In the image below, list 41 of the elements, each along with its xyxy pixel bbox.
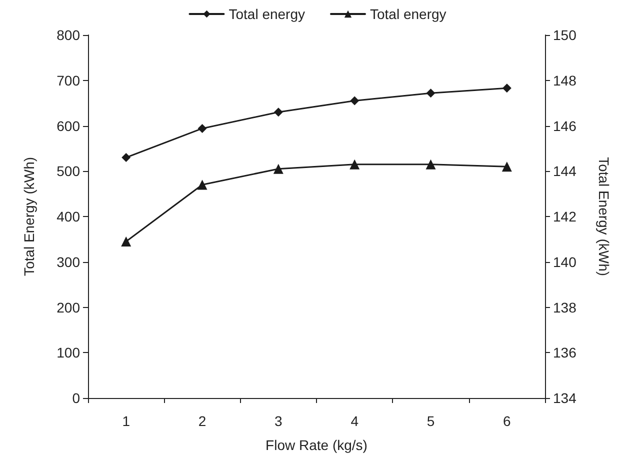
x-tick-label: 4 [350,413,359,429]
y2-tick-label: 134 [553,390,577,406]
legend-label: Total energy [228,6,306,22]
point [197,180,208,190]
y2-tick-label: 136 [553,344,577,361]
y2-axis-title: Total Energy (kWh) [596,156,612,276]
point [122,153,131,162]
legend-label: Total energy [370,6,446,22]
y2-tick-label: 150 [553,27,577,43]
y-tick-label: 400 [56,208,80,224]
y-tick-label: 600 [56,118,80,134]
point [426,88,436,98]
x-axis-title: Flow Rate (kg/s) [266,437,368,453]
x-tick-label: 3 [274,413,283,429]
y-tick-label: 0 [72,390,80,406]
y2-tick-label: 140 [553,254,577,270]
y2-tick-label: 148 [553,72,577,88]
y-tick-label: 700 [56,72,80,88]
point [350,96,360,106]
point [502,162,512,172]
x-tick-label: 2 [198,413,206,429]
x-tick-label: 5 [426,413,435,429]
x-tick-label: 1 [122,413,130,429]
point [350,159,360,170]
y2-tick-label: 142 [553,208,577,224]
y-tick-label: 100 [56,344,80,361]
y2-tick-label: 138 [553,299,577,316]
y2-tick-label: 146 [553,118,577,134]
y-tick-label: 300 [56,254,80,270]
point [502,84,512,93]
y-tick-label: 800 [56,27,80,43]
y-tick-label: 500 [56,163,80,180]
y2-tick-label: 144 [553,163,577,180]
x-tick-label: 6 [503,413,512,429]
point [426,159,436,170]
point [198,124,207,133]
point [121,236,132,246]
y-axis-title: Total Energy (kWh) [21,156,37,276]
y-tick-label: 200 [56,299,80,316]
point [273,164,284,174]
point [274,108,283,117]
